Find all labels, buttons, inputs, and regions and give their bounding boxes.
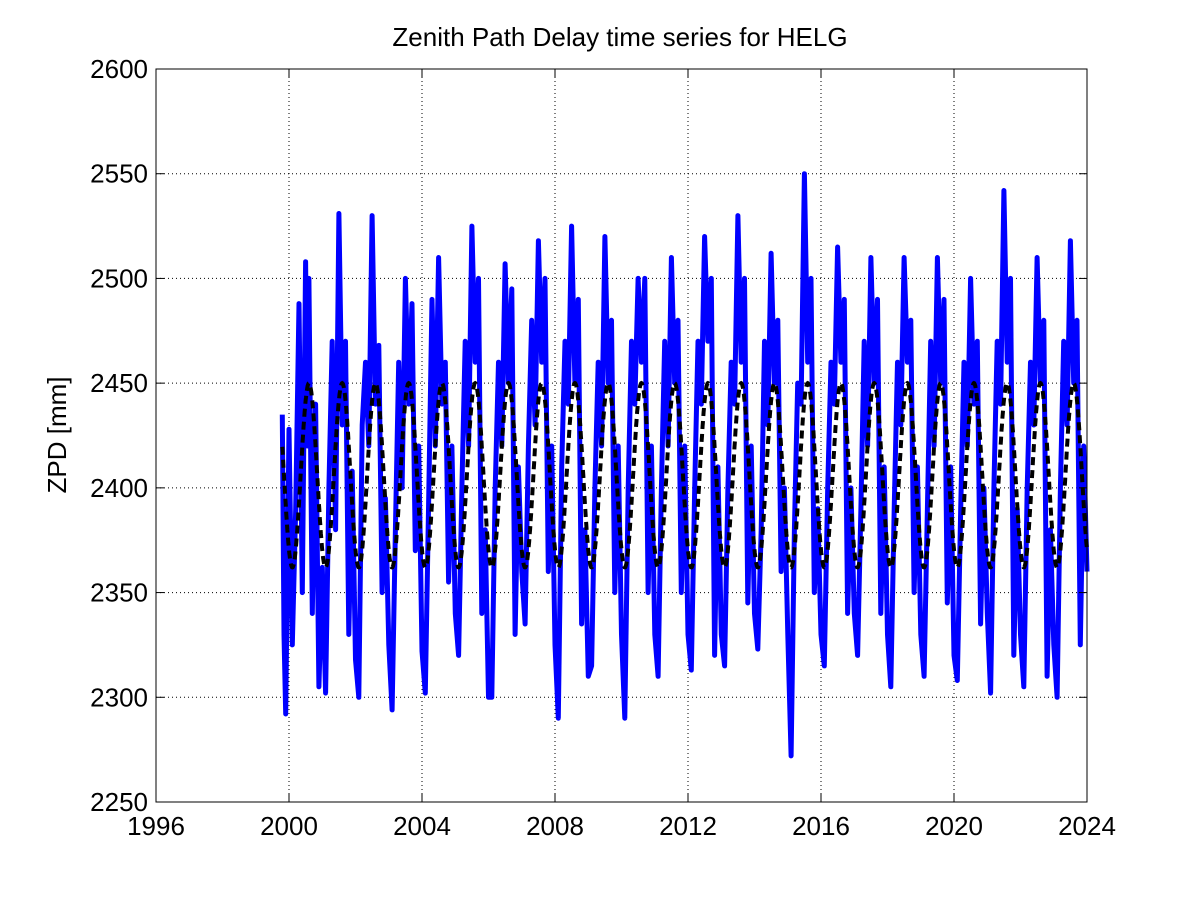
- y-tick-label: 2550: [90, 159, 148, 189]
- y-tick-label: 2250: [90, 787, 148, 817]
- chart-title: Zenith Path Delay time series for HELG: [392, 22, 847, 52]
- zpd-seasonal-fit-series: [280, 380, 1089, 570]
- plot-frame: [155, 68, 1088, 803]
- y-tick-label: 2500: [90, 263, 148, 293]
- x-tick-label: 2008: [526, 811, 584, 841]
- plot-series: [279, 171, 1090, 759]
- y-tick-label: 2450: [90, 368, 148, 398]
- x-tick-label: 2020: [925, 811, 983, 841]
- x-tick-label: 2012: [659, 811, 717, 841]
- y-tick-label: 2300: [90, 682, 148, 712]
- y-axis-label: ZPD [mm]: [42, 377, 72, 494]
- y-tick-label: 2350: [90, 578, 148, 608]
- y-tick-label: 2600: [90, 54, 148, 84]
- x-tick-label: 2016: [792, 811, 850, 841]
- axis-ticks: 1996 2000 2004 2008 2012 2016 2020 2024 2250 2300…: [90, 54, 1116, 841]
- y-tick-label: 2400: [90, 473, 148, 503]
- x-tick-label: 2024: [1058, 811, 1116, 841]
- x-tick-label: 2004: [393, 811, 451, 841]
- x-tick-label: 2000: [260, 811, 318, 841]
- x-tick-label: 1996: [127, 811, 185, 841]
- zpd-observed-series: [279, 171, 1090, 759]
